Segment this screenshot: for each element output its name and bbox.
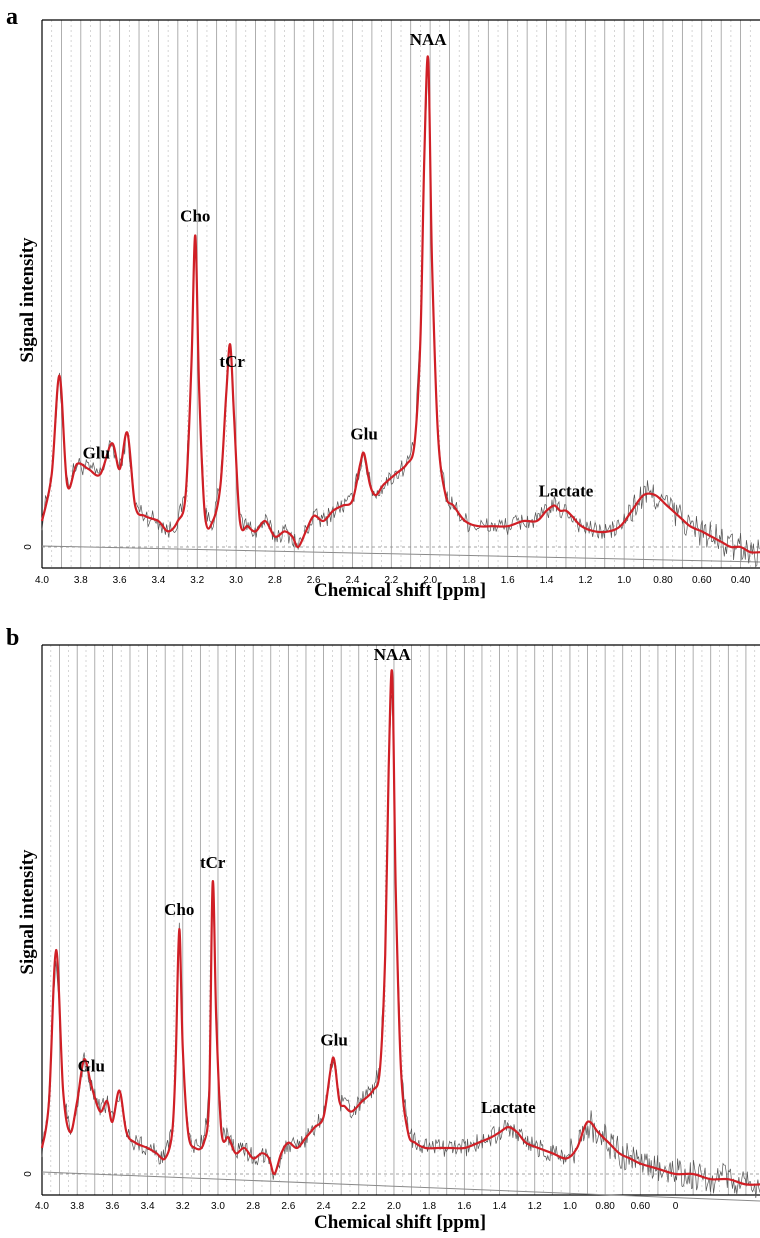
x-tick-label: 2.8: [268, 575, 282, 586]
x-tick-label: 3.2: [176, 1201, 190, 1212]
peak-label: Glu: [83, 444, 110, 463]
baseline: [41, 545, 760, 563]
x-tick-label: 4.0: [35, 1201, 49, 1212]
spectrum-chart-a: a Glu Cho tCr Glu NAA Lactate 4.0 3.8 3.6 3.4 3.2…: [6, 4, 760, 601]
x-tick-label: 3.8: [70, 1201, 84, 1212]
peak-label: Cho: [180, 207, 210, 226]
x-tick-label: 2.2: [352, 1201, 366, 1212]
x-tick-label: 0.80: [595, 1201, 615, 1212]
peak-label: Glu: [320, 1030, 347, 1049]
x-tick-label: 0.80: [653, 575, 673, 586]
x-tick-label: 3.6: [113, 575, 127, 586]
x-tick-label: 2.0: [423, 575, 437, 586]
x-tick-label: 2.4: [317, 1201, 331, 1212]
fitted-spectrum-line: [40, 669, 760, 1186]
x-tick-label: 3.2: [190, 575, 204, 586]
x-axis-label: Chemical shift [ppm]: [314, 1212, 486, 1233]
panel-letter: a: [6, 4, 18, 30]
zero-label: 0: [23, 544, 34, 550]
peak-label: Glu: [350, 425, 377, 444]
spectrum-panel-b: b Glu Cho tCr Glu NAA Lactate 4.0 3.8 3.6 3.4 3.2…: [0, 619, 760, 1238]
x-tick-label: 0: [673, 1201, 679, 1212]
x-tick-label: 1.6: [457, 1201, 471, 1212]
x-tick-label: 1.4: [540, 575, 554, 586]
x-tick-label: 3.0: [211, 1201, 225, 1212]
x-tick-label: 3.4: [141, 1201, 155, 1212]
x-tick-label: 3.4: [151, 575, 165, 586]
raw-spectrum-line: [41, 695, 760, 1199]
x-tick-label: 3.0: [229, 575, 243, 586]
raw-spectrum-line: [41, 69, 760, 568]
peak-label: Lactate: [481, 1098, 536, 1117]
peak-label: NAA: [410, 30, 448, 49]
x-tick-label: 1.4: [493, 1201, 507, 1212]
zero-label: 0: [23, 1171, 34, 1177]
peak-label: Cho: [164, 900, 194, 919]
x-tick-label: 0.60: [631, 1201, 651, 1212]
x-tick-label: 2.6: [281, 1201, 295, 1212]
x-tick-label: 2.6: [307, 575, 321, 586]
y-axis-label: Signal intensity: [17, 237, 38, 363]
x-tick-label: 1.8: [462, 575, 476, 586]
panel-letter: b: [6, 625, 19, 651]
spectrum-panel-a: a Glu Cho tCr Glu NAA Lactate 4.0 3.8 3.6 3.4 3.2…: [6, 4, 760, 601]
x-tick-label: 0.40: [731, 575, 751, 586]
peak-label: Glu: [78, 1056, 105, 1075]
x-tick-label: 0.60: [692, 575, 712, 586]
x-tick-label: 2.0: [387, 1201, 401, 1212]
fitted-spectrum-line: [40, 55, 760, 554]
x-tick-label: 1.0: [617, 575, 631, 586]
x-tick-label: 2.2: [384, 575, 398, 586]
x-tick-label: 1.2: [578, 575, 592, 586]
x-tick-label: 1.6: [501, 575, 515, 586]
x-tick-label: 1.2: [528, 1201, 542, 1212]
x-tick-label: 4.0: [35, 575, 49, 586]
peak-label: tCr: [200, 853, 226, 872]
x-tick-label: 1.8: [422, 1201, 436, 1212]
x-axis-label: Chemical shift [ppm]: [314, 580, 486, 601]
peak-label: NAA: [374, 645, 412, 664]
baseline: [41, 1171, 760, 1202]
peak-label: tCr: [219, 352, 245, 371]
x-tick-label: 2.4: [346, 575, 360, 586]
peak-label: Lactate: [539, 482, 594, 501]
x-tick-label: 1.0: [563, 1201, 577, 1212]
x-tick-label: 3.8: [74, 575, 88, 586]
spectrum-chart-b: b Glu Cho tCr Glu NAA Lactate 4.0 3.8 3.6 3.4 3.2…: [6, 625, 760, 1233]
y-axis-label: Signal intensity: [17, 849, 38, 975]
x-tick-label: 2.8: [246, 1201, 260, 1212]
x-tick-label: 3.6: [105, 1201, 119, 1212]
